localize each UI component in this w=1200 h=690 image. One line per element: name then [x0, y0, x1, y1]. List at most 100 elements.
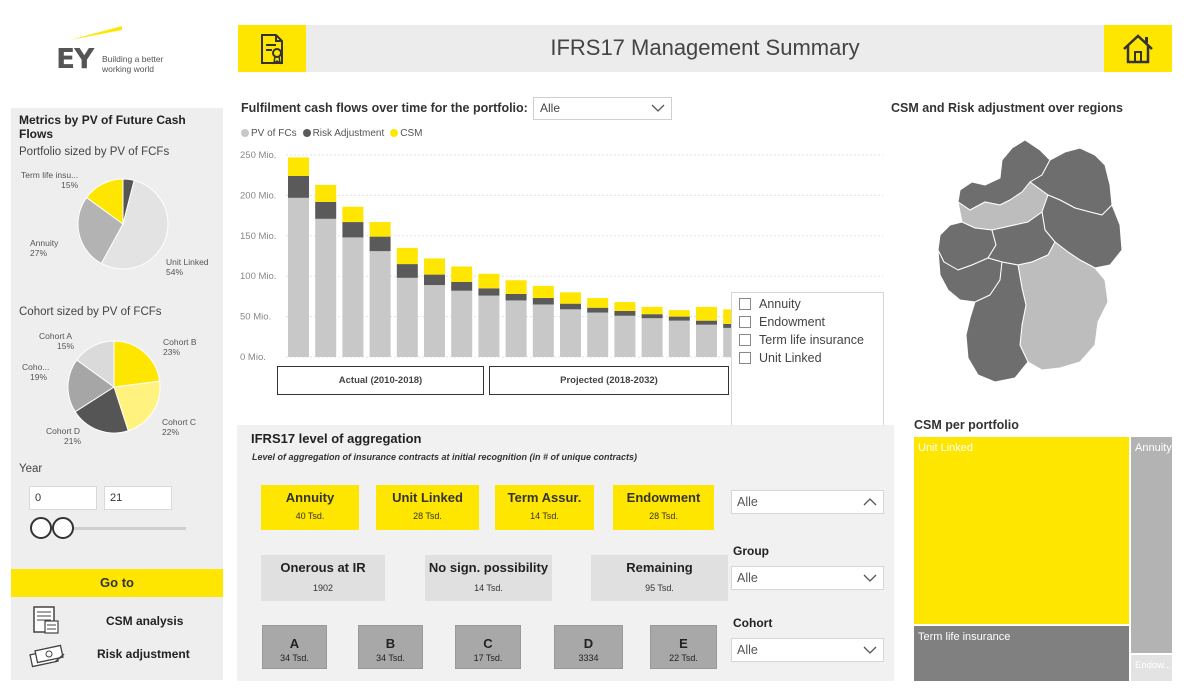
group-card-remaining[interactable]: Remaining 95 Tsd.	[591, 555, 728, 601]
filter-option-unit-linked[interactable]: Unit Linked	[739, 351, 822, 365]
bar-segment[interactable]	[560, 309, 581, 357]
bar-segment[interactable]	[532, 304, 554, 357]
bar-segment[interactable]	[396, 247, 418, 265]
product-card-endowment[interactable]: Endowment 28 Tsd.	[613, 485, 714, 530]
bar-segment[interactable]	[396, 277, 418, 357]
calculator-sheet-icon[interactable]	[31, 606, 61, 634]
bar-segment[interactable]	[451, 290, 473, 357]
bar-segment[interactable]	[505, 300, 527, 357]
home-button[interactable]	[1104, 25, 1172, 72]
year-slider-track[interactable]	[41, 527, 186, 530]
bar-segment[interactable]	[641, 318, 663, 357]
money-stack-icon[interactable]	[29, 642, 67, 668]
pie-slice[interactable]	[76, 340, 115, 388]
bar-segment[interactable]	[478, 295, 500, 357]
portfolio-dropdown[interactable]: Alle	[533, 97, 672, 120]
bar-segment[interactable]	[451, 266, 473, 282]
checkbox[interactable]	[739, 352, 751, 364]
report-button[interactable]	[238, 25, 306, 72]
pie-slice[interactable]	[67, 359, 115, 413]
cohort-card-b[interactable]: B 34 Tsd.	[358, 625, 423, 669]
bar-segment[interactable]	[342, 222, 364, 238]
bar-segment[interactable]	[478, 273, 500, 289]
bar-segment[interactable]	[424, 285, 445, 357]
bar-segment[interactable]	[315, 218, 337, 357]
cohort-slicer[interactable]: Alle	[731, 638, 884, 662]
bar-segment[interactable]	[614, 315, 636, 357]
cohort-card-a[interactable]: A 34 Tsd.	[262, 625, 327, 669]
bar-segment[interactable]	[396, 264, 418, 278]
bar-segment[interactable]	[315, 201, 337, 219]
bar-segment[interactable]	[587, 307, 609, 313]
bar-segment[interactable]	[424, 258, 445, 275]
cohort-pie-chart[interactable]	[67, 340, 161, 434]
pie-slice[interactable]	[77, 196, 124, 265]
bar-segment[interactable]	[696, 306, 717, 321]
germany-region-map[interactable]	[930, 130, 1124, 392]
group-slicer[interactable]: Alle	[731, 566, 884, 590]
bar-segment[interactable]	[369, 236, 391, 252]
bar-segment[interactable]	[641, 306, 663, 315]
product-card-term-assur[interactable]: Term Assur. 14 Tsd.	[495, 485, 594, 530]
bar-segment[interactable]	[288, 197, 309, 357]
bar-segment[interactable]	[315, 184, 337, 202]
bar-segment[interactable]	[424, 274, 445, 286]
nav-risk-adjustment[interactable]: Risk adjustment	[97, 647, 190, 661]
bar-segment[interactable]	[696, 320, 717, 325]
bar-segment[interactable]	[668, 320, 690, 357]
bar-segment[interactable]	[342, 206, 364, 223]
year-slider-handle-from[interactable]	[30, 517, 52, 539]
bar-segment[interactable]	[505, 293, 527, 301]
pie-slice[interactable]	[113, 340, 161, 388]
treemap-cell-term-life[interactable]: Term life insurance	[914, 626, 1129, 681]
year-to-input[interactable]: 21	[104, 486, 172, 510]
group-card-no-sign[interactable]: No sign. possibility 14 Tsd.	[425, 555, 552, 601]
product-card-annuity[interactable]: Annuity 40 Tsd.	[261, 485, 359, 530]
bar-segment[interactable]	[342, 237, 364, 357]
treemap-cell-annuity[interactable]: Annuity	[1131, 437, 1172, 653]
group-card-onerous[interactable]: Onerous at IR 1902	[261, 555, 385, 601]
filter-option-annuity[interactable]: Annuity	[739, 297, 801, 311]
year-slider-handle-to[interactable]	[52, 517, 74, 539]
bar-segment[interactable]	[641, 314, 663, 319]
treemap-cell-endowment[interactable]: Endow...	[1131, 655, 1172, 681]
bar-segment[interactable]	[369, 251, 391, 357]
fcf-bar-chart[interactable]: 250 Mio. 200 Mio. 150 Mio. 100 Mio. 50 Mio. 0…	[238, 145, 888, 365]
bar-segment[interactable]	[696, 324, 717, 357]
product-card-unit-linked[interactable]: Unit Linked 28 Tsd.	[376, 485, 479, 530]
year-from-input[interactable]: 0	[29, 486, 97, 510]
bar-segment[interactable]	[560, 303, 581, 310]
portfolio-pie-chart[interactable]	[77, 178, 169, 270]
bar-segment[interactable]	[478, 288, 500, 296]
bar-segment[interactable]	[587, 298, 609, 308]
filter-option-endowment[interactable]: Endowment	[739, 315, 825, 329]
cohort-card-c[interactable]: C 17 Tsd.	[455, 625, 521, 669]
bar-segment[interactable]	[288, 176, 309, 198]
pie-slice[interactable]	[100, 179, 169, 270]
bar-segment[interactable]	[369, 222, 391, 237]
bar-segment[interactable]	[614, 302, 636, 311]
pie-slice[interactable]	[74, 386, 129, 434]
bar-segment[interactable]	[288, 157, 309, 177]
filter-option-term-life[interactable]: Term life insurance	[739, 333, 864, 347]
bar-segment[interactable]	[532, 298, 554, 305]
bar-segment[interactable]	[587, 312, 609, 357]
bar-segment[interactable]	[614, 310, 636, 316]
pie-label-cohort-b: Cohort B 23%	[163, 337, 197, 357]
checkbox[interactable]	[739, 334, 751, 346]
bar-segment[interactable]	[668, 310, 690, 317]
treemap-cell-unit-linked[interactable]: Unit Linked	[914, 437, 1129, 624]
pie-slice[interactable]	[113, 380, 161, 432]
checkbox[interactable]	[739, 298, 751, 310]
bar-segment[interactable]	[560, 292, 581, 304]
checkbox[interactable]	[739, 316, 751, 328]
bar-segment[interactable]	[505, 280, 527, 294]
nav-csm-analysis[interactable]: CSM analysis	[106, 614, 184, 628]
pie-slice[interactable]	[85, 178, 124, 225]
cohort-card-e[interactable]: E 22 Tsd.	[650, 625, 717, 669]
cohort-card-d[interactable]: D 3334	[554, 625, 623, 669]
bar-segment[interactable]	[668, 316, 690, 321]
bar-segment[interactable]	[451, 281, 473, 291]
product-slicer[interactable]: Alle	[731, 490, 884, 514]
bar-segment[interactable]	[532, 285, 554, 299]
